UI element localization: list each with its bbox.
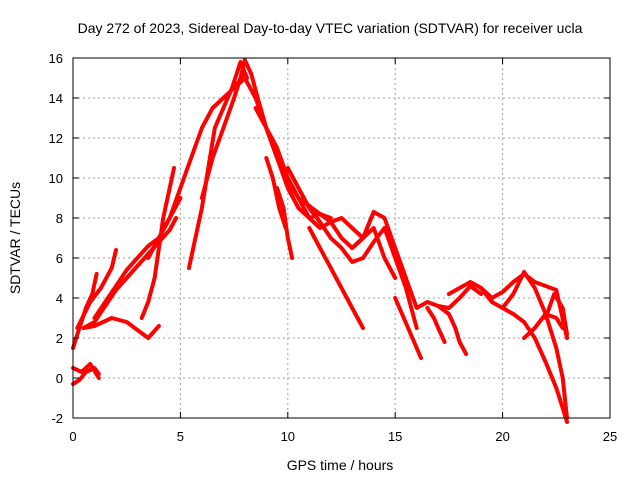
x-tick-label: 15: [388, 429, 402, 444]
series-track-19: [350, 210, 484, 310]
y-axis-ticks: -2 0 2 4 6 8 10 12 14 16: [49, 51, 610, 426]
data-series: [71, 58, 569, 424]
y-tick-label: 0: [56, 371, 63, 386]
series-track-11: [199, 58, 333, 220]
y-axis-label: SDTVAR / TECUs: [7, 182, 23, 294]
series-track-5: [81, 316, 161, 340]
series-track-10: [187, 60, 249, 270]
x-tick-label: 25: [603, 429, 617, 444]
series-track-20: [393, 296, 423, 360]
series-track-21: [425, 306, 447, 344]
series-track-25: [500, 306, 569, 424]
y-tick-label: 6: [56, 251, 63, 266]
series-track-18: [328, 226, 419, 330]
y-tick-label: -2: [51, 411, 63, 426]
x-axis-label: GPS time / hours: [287, 457, 394, 473]
series-track-7: [92, 196, 183, 320]
y-tick-label: 4: [56, 291, 63, 306]
series-track-26: [522, 312, 565, 340]
series-track-2: [71, 366, 101, 386]
x-axis-ticks: 0 5 10 15 20 25: [69, 58, 617, 444]
grid-lines: [73, 58, 610, 418]
series-track-8: [139, 166, 176, 320]
series-track-4: [75, 248, 118, 330]
x-tick-label: 5: [177, 429, 184, 444]
series-track-23: [446, 272, 569, 340]
series-track-24: [479, 270, 569, 420]
y-tick-label: 14: [49, 91, 63, 106]
series-track-27: [543, 292, 569, 336]
series-track-15: [275, 186, 295, 260]
series-track-14: [264, 156, 288, 230]
x-tick-label: 20: [495, 429, 509, 444]
y-tick-label: 8: [56, 211, 63, 226]
series-track-17: [307, 226, 365, 330]
series-track-12: [232, 76, 398, 280]
chart-title: Day 272 of 2023, Sidereal Day-to-day VTE…: [78, 20, 583, 36]
series-track-16: [285, 166, 333, 240]
x-tick-label: 0: [69, 429, 76, 444]
plot-frame: [72, 57, 611, 419]
series-track-6: [81, 216, 179, 330]
series-track-13: [253, 106, 376, 240]
x-tick-label: 10: [281, 429, 295, 444]
y-tick-label: 12: [49, 131, 63, 146]
y-tick-label: 16: [49, 51, 63, 66]
series-track-22: [436, 304, 469, 356]
y-tick-label: 10: [49, 171, 63, 186]
y-tick-label: 2: [56, 331, 63, 346]
